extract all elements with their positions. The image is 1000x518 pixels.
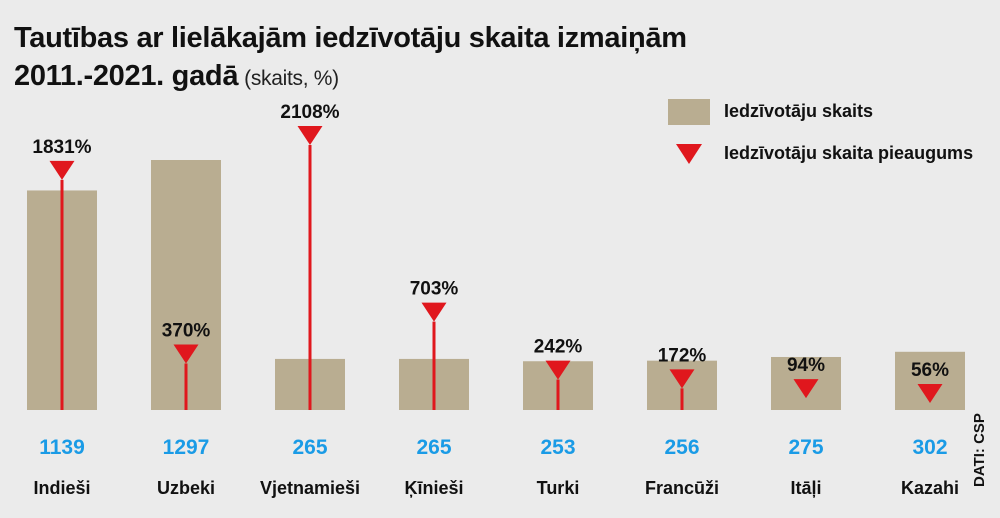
data-source-label: DATI: CSP <box>971 413 988 487</box>
category-label-francuzi: Francūži <box>645 478 719 498</box>
count-label-kiniesi: 265 <box>416 436 451 459</box>
count-label-vjetnamiesi: 265 <box>292 436 327 459</box>
legend-population-label: Iedzīvotāju skaits <box>724 101 874 121</box>
chart-title-units: (skaits, %) <box>244 67 339 90</box>
count-label-itali: 275 <box>788 436 823 459</box>
growth-marker-uzbeki <box>173 344 199 364</box>
growth-label-kiniesi: 703% <box>410 279 459 300</box>
growth-label-indiesi: 1831% <box>32 137 91 158</box>
chart-title-line-2: 2011.-2021. gadā (skaits, %) <box>14 60 339 93</box>
category-label-kiniesi: Ķīnieši <box>404 478 463 498</box>
legend-growth-label: Iedzīvotāju skaita pieaugums <box>724 143 974 163</box>
growth-marker-turki <box>545 360 571 380</box>
category-label-turki: Turki <box>537 478 580 498</box>
legend-population-swatch <box>668 99 710 125</box>
count-label-turki: 253 <box>540 436 575 459</box>
count-label-indiesi: 1139 <box>39 436 85 459</box>
category-label-itali: Itāļi <box>790 478 821 498</box>
growth-marker-itali <box>793 379 819 399</box>
chart-title-line-1: Tautības ar lielākajām iedzīvotāju skait… <box>14 22 687 54</box>
growth-marker-vjetnamiesi <box>297 126 323 145</box>
legend-growth-triangle-icon <box>676 144 702 164</box>
growth-marker-kazahi <box>917 383 943 403</box>
growth-marker-indiesi <box>49 160 75 180</box>
growth-label-itali: 94% <box>787 355 825 376</box>
growth-label-kazahi: 56% <box>911 360 949 381</box>
count-label-uzbeki: 1297 <box>163 436 210 459</box>
count-label-francuzi: 256 <box>664 436 699 459</box>
growth-label-turki: 242% <box>534 337 583 358</box>
growth-label-vjetnamiesi: 2108% <box>280 102 339 123</box>
category-label-kazahi: Kazahi <box>901 478 959 498</box>
category-label-uzbeki: Uzbeki <box>157 478 215 498</box>
growth-label-francuzi: 172% <box>658 345 707 366</box>
growth-label-uzbeki: 370% <box>162 320 211 341</box>
chart-title-year: 2011.-2021. gadā <box>14 60 239 92</box>
count-label-kazahi: 302 <box>912 436 947 459</box>
category-label-indiesi: Indieši <box>33 478 90 498</box>
category-label-vjetnamiesi: Vjetnamieši <box>260 478 360 498</box>
growth-marker-francuzi <box>669 369 695 389</box>
growth-marker-kiniesi <box>421 302 447 322</box>
